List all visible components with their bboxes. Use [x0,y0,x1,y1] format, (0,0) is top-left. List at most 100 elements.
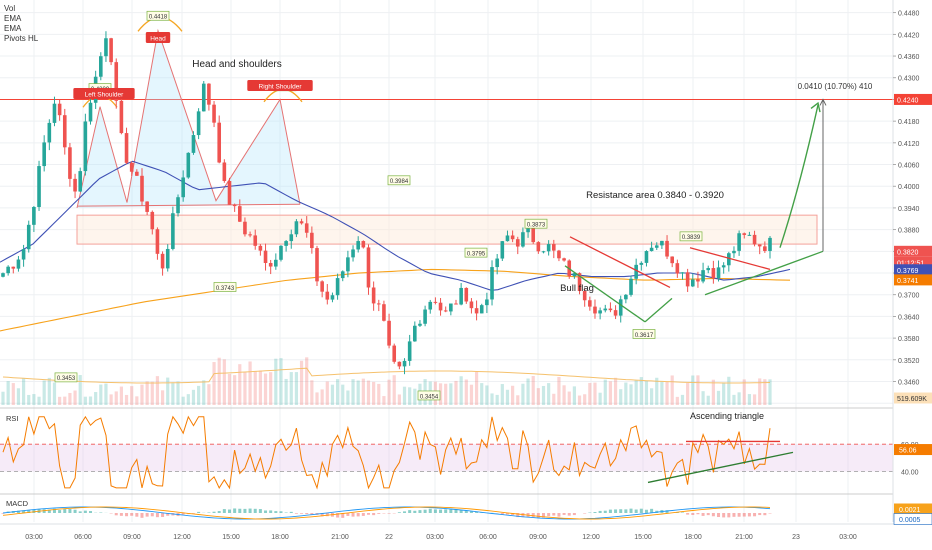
volume-bar [686,382,690,405]
candlesticks [1,31,772,375]
rsi-tick-label: 40.00 [901,470,919,477]
volume-bar [330,384,335,405]
volume-bar [500,384,504,405]
legend-pivots[interactable]: Pivots HL [4,34,39,43]
right-shoulder-label-box [247,80,313,91]
macd-histogram-bar [593,512,597,513]
candle-body [284,241,288,246]
macd-histogram-bar [608,509,612,513]
candle-body [418,323,422,326]
volume-bar [691,375,695,405]
volume-ma-line [2,367,771,384]
candle-body [207,83,211,105]
volume-bar [387,379,391,405]
volume-bar [737,392,741,405]
volume-bar [202,380,206,405]
candle-body [160,253,165,269]
volume-bar [361,378,365,405]
macd-histogram-bar [68,508,72,513]
time-tick-label: 23 [792,534,800,541]
volume-bar [727,376,731,405]
macd-histogram-bar [562,513,566,515]
candle-body [201,83,206,112]
volume-bar [11,383,15,405]
rsi-value-badge [894,444,932,456]
macd-histogram-bar [284,512,288,513]
macd-histogram-bar [403,511,407,513]
legend-ema-1[interactable]: EMA [4,14,22,23]
pivot-label-box [54,372,78,383]
volume-bar [696,375,700,405]
candle-body [129,162,134,172]
volume-bar [63,396,67,405]
volume-bar [593,382,597,405]
volume-bar [356,380,360,405]
candle-body [474,308,479,314]
volume-bar [608,381,613,405]
macd-histogram-bar [125,513,129,517]
candle-body [685,272,690,287]
volume-bar [150,381,154,405]
price-tick-label: 0.3460 [898,379,920,386]
volume-bar [145,381,149,405]
bull-flag-label: Bull flag [560,283,594,294]
macd-histogram-bar [264,510,268,513]
macd-histogram-bar [336,513,340,518]
price-tick-label: 0.3520 [898,358,920,365]
macd-line [2,506,771,520]
volume-bar [99,384,103,405]
macd-histogram-bar [644,509,648,513]
volume-bar [16,388,21,405]
macd-histogram-bar [449,508,453,513]
macd-histogram-bar [552,513,556,516]
candle-body [73,178,77,192]
candle-body [752,234,757,245]
macd-value-badge [893,513,932,525]
candle-body [763,246,767,251]
volume-bar [758,378,762,405]
candle-body [83,121,88,172]
legend-ema-2[interactable]: EMA [4,24,22,33]
candle-body [665,240,669,257]
candle-body [52,103,57,123]
time-tick-label: 12:00 [582,534,600,541]
candle-body [253,235,258,246]
volume-bar [299,360,304,405]
volume-bar [701,391,705,405]
candle-body [613,310,618,316]
candle-body [42,142,46,167]
volume-bar [583,394,587,405]
candle-body [577,273,582,292]
candle-body [150,211,155,230]
volume-bar [613,377,618,405]
macd-histogram-bar [444,509,448,513]
candle-body [361,241,366,248]
macd-histogram-bar [711,513,715,517]
macd-histogram-bar [454,509,458,513]
candle-body [747,234,752,236]
volume-bar [32,394,36,405]
macd-histogram-bar [505,513,509,515]
volume-bar [675,396,679,405]
macd-histogram-bar [614,509,618,513]
rsi-triangle-lower [647,451,794,484]
macd-histogram-bar [665,510,669,513]
volume-bar [526,378,530,405]
macd-histogram-bar [274,511,278,513]
left-shoulder-label: Left Shoulder [85,92,125,99]
macd-histogram-bar [572,513,576,516]
indicator-legend: Vol EMA EMA Pivots HL [4,4,38,44]
volume-bar [243,372,247,405]
volume-bar [377,383,381,405]
time-tick-label: 15:00 [634,534,652,541]
volume-bar [289,372,293,405]
candle-body [320,281,324,292]
candle-body [222,162,227,181]
candle-body [454,303,458,305]
macd-histogram-bar [531,513,535,518]
volume-bar [531,376,535,405]
legend-vol[interactable]: Vol [4,4,16,13]
macd-histogram-bar [361,513,365,516]
candle-body [603,308,608,311]
